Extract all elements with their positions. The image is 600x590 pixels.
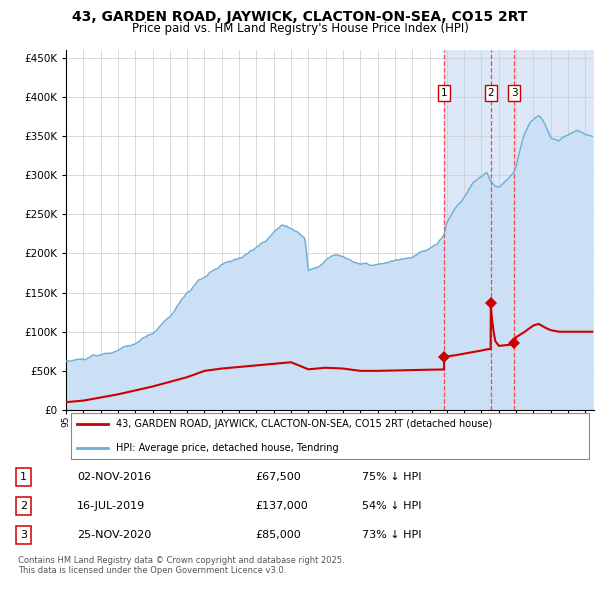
Text: Contains HM Land Registry data © Crown copyright and database right 2025.
This d: Contains HM Land Registry data © Crown c… [18,556,344,575]
Text: 25-NOV-2020: 25-NOV-2020 [77,530,152,540]
FancyBboxPatch shape [71,412,589,460]
Text: 54% ↓ HPI: 54% ↓ HPI [362,501,422,511]
Text: 02-NOV-2016: 02-NOV-2016 [77,472,151,482]
Text: 73% ↓ HPI: 73% ↓ HPI [362,530,422,540]
Text: Price paid vs. HM Land Registry's House Price Index (HPI): Price paid vs. HM Land Registry's House … [131,22,469,35]
Text: HPI: Average price, detached house, Tendring: HPI: Average price, detached house, Tend… [116,443,339,453]
Text: 3: 3 [20,530,28,540]
Text: 43, GARDEN ROAD, JAYWICK, CLACTON-ON-SEA, CO15 2RT: 43, GARDEN ROAD, JAYWICK, CLACTON-ON-SEA… [72,10,528,24]
Text: £137,000: £137,000 [256,501,308,511]
Text: 75% ↓ HPI: 75% ↓ HPI [362,472,422,482]
Text: 2: 2 [488,88,494,98]
Text: 16-JUL-2019: 16-JUL-2019 [77,501,146,511]
Text: 3: 3 [511,88,518,98]
Text: 2: 2 [20,501,28,511]
Text: 1: 1 [441,88,448,98]
Text: 1: 1 [20,472,28,482]
Text: 43, GARDEN ROAD, JAYWICK, CLACTON-ON-SEA, CO15 2RT (detached house): 43, GARDEN ROAD, JAYWICK, CLACTON-ON-SEA… [116,419,493,429]
Text: £85,000: £85,000 [256,530,301,540]
Bar [444,50,600,410]
Text: £67,500: £67,500 [256,472,301,482]
